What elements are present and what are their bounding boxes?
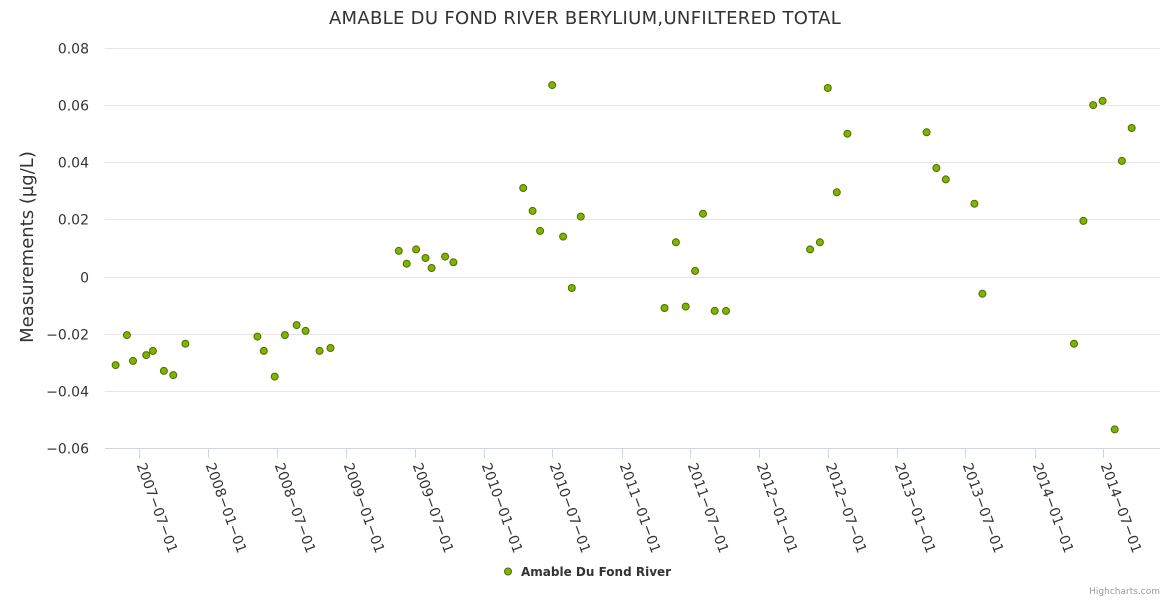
data-point[interactable] — [326, 344, 335, 352]
x-tick-label: 2014−07−01 — [1097, 461, 1144, 555]
data-points — [111, 81, 1136, 434]
data-point[interactable] — [548, 81, 557, 90]
data-point[interactable] — [301, 326, 310, 335]
data-point[interactable] — [815, 238, 824, 247]
y-tick-label: 0 — [80, 271, 89, 287]
data-point[interactable] — [441, 252, 450, 261]
x-tick-label: 2012−01−01 — [753, 461, 800, 555]
data-point[interactable] — [259, 346, 268, 355]
data-point[interactable] — [292, 321, 301, 330]
data-point[interactable] — [559, 232, 568, 241]
data-point[interactable] — [1098, 96, 1107, 105]
data-point[interactable] — [142, 351, 151, 360]
x-tick-label: 2011−01−01 — [616, 461, 663, 555]
y-tick-label: −0.04 — [46, 385, 89, 401]
y-tick-label: 0.04 — [58, 156, 89, 172]
data-point[interactable] — [1110, 425, 1119, 434]
data-point[interactable] — [402, 259, 411, 268]
x-tick-label: 2013−07−01 — [959, 461, 1006, 555]
x-tick-label: 2010−01−01 — [478, 461, 525, 555]
x-tick-label: 2007−07−01 — [133, 461, 180, 555]
data-point[interactable] — [978, 289, 987, 298]
data-point[interactable] — [421, 254, 430, 262]
data-point[interactable] — [129, 356, 137, 365]
data-point[interactable] — [843, 129, 852, 138]
data-point[interactable] — [832, 188, 841, 197]
data-point[interactable] — [412, 245, 421, 254]
data-point[interactable] — [427, 264, 436, 272]
data-point[interactable] — [280, 331, 289, 340]
data-point[interactable] — [449, 258, 458, 267]
data-point[interactable] — [519, 184, 528, 192]
data-point[interactable] — [660, 304, 669, 312]
data-point[interactable] — [536, 226, 545, 235]
data-point[interactable] — [394, 246, 403, 255]
data-point[interactable] — [922, 128, 931, 137]
x-tick-label: 2011−07−01 — [684, 461, 731, 555]
data-point[interactable] — [691, 266, 700, 275]
data-point[interactable] — [169, 371, 178, 380]
x-tick-label: 2014−01−01 — [1029, 461, 1076, 555]
data-point[interactable] — [253, 332, 262, 341]
data-point[interactable] — [270, 372, 279, 381]
x-tick-label: 2009−07−01 — [409, 461, 456, 555]
x-tick-label: 2012−07−01 — [822, 461, 869, 555]
data-point[interactable] — [181, 339, 190, 348]
x-axis: 2007−07−01 2008−01−01 2008−07−01 2009−01−01… — [105, 448, 1160, 555]
gridlines — [105, 48, 1160, 392]
x-tick-label: 2009−01−01 — [340, 461, 387, 555]
data-point[interactable] — [699, 209, 707, 218]
data-point[interactable] — [528, 206, 537, 215]
data-point[interactable] — [806, 245, 815, 254]
data-point[interactable] — [148, 346, 157, 355]
legend[interactable]: Amable Du Fond River — [504, 565, 672, 579]
data-point[interactable] — [1070, 339, 1078, 348]
legend-item-label[interactable]: Amable Du Fond River — [521, 565, 671, 579]
data-point[interactable] — [941, 175, 950, 184]
data-point[interactable] — [111, 361, 120, 370]
x-tick-label: 2008−07−01 — [271, 461, 318, 555]
data-point[interactable] — [722, 306, 730, 315]
y-axis-tick-labels: −0.06 −0.04 −0.02 0 0.02 0.04 0.06 0.08 — [46, 42, 89, 458]
y-tick-label: 0.02 — [58, 213, 89, 229]
data-point[interactable] — [122, 331, 131, 340]
x-tick-label: 2008−01−01 — [202, 461, 249, 555]
legend-marker-icon — [504, 567, 512, 576]
chart-title: AMABLE DU FOND RIVER BERYLIUM,UNFILTERED… — [329, 8, 841, 29]
data-point[interactable] — [823, 84, 832, 92]
data-point[interactable] — [1127, 124, 1136, 132]
data-point[interactable] — [1117, 156, 1126, 165]
data-point[interactable] — [567, 284, 576, 292]
data-point[interactable] — [1089, 101, 1098, 110]
data-point[interactable] — [1079, 216, 1088, 225]
data-point[interactable] — [315, 346, 324, 355]
data-point[interactable] — [970, 199, 979, 208]
y-axis-label: Measurements (µg/L) — [17, 151, 38, 343]
y-tick-label: 0.06 — [58, 99, 89, 115]
data-point[interactable] — [932, 164, 941, 172]
y-tick-label: 0.08 — [58, 42, 89, 58]
data-point[interactable] — [681, 302, 690, 311]
data-point[interactable] — [576, 212, 585, 221]
data-point[interactable] — [710, 306, 719, 315]
y-tick-label: −0.06 — [46, 442, 89, 458]
y-tick-label: −0.02 — [46, 328, 89, 344]
credits-link[interactable]: Highcharts.com — [1089, 587, 1160, 597]
x-tick-label: 2013−01−01 — [891, 461, 938, 555]
data-point[interactable] — [159, 366, 168, 375]
data-point[interactable] — [671, 238, 680, 247]
x-tick-label: 2010−07−01 — [546, 461, 593, 555]
